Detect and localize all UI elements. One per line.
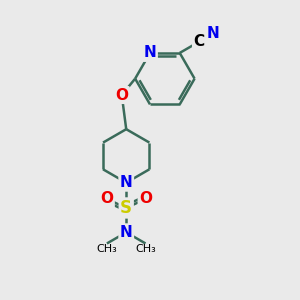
Text: O: O xyxy=(100,191,113,206)
Text: N: N xyxy=(120,225,133,240)
Text: C: C xyxy=(194,34,205,49)
Text: N: N xyxy=(207,26,220,41)
Text: N: N xyxy=(144,45,156,60)
Text: CH₃: CH₃ xyxy=(97,244,117,254)
Text: CH₃: CH₃ xyxy=(135,244,156,254)
Text: O: O xyxy=(139,191,152,206)
Text: N: N xyxy=(120,175,133,190)
Text: S: S xyxy=(120,199,132,217)
Text: O: O xyxy=(115,88,128,103)
